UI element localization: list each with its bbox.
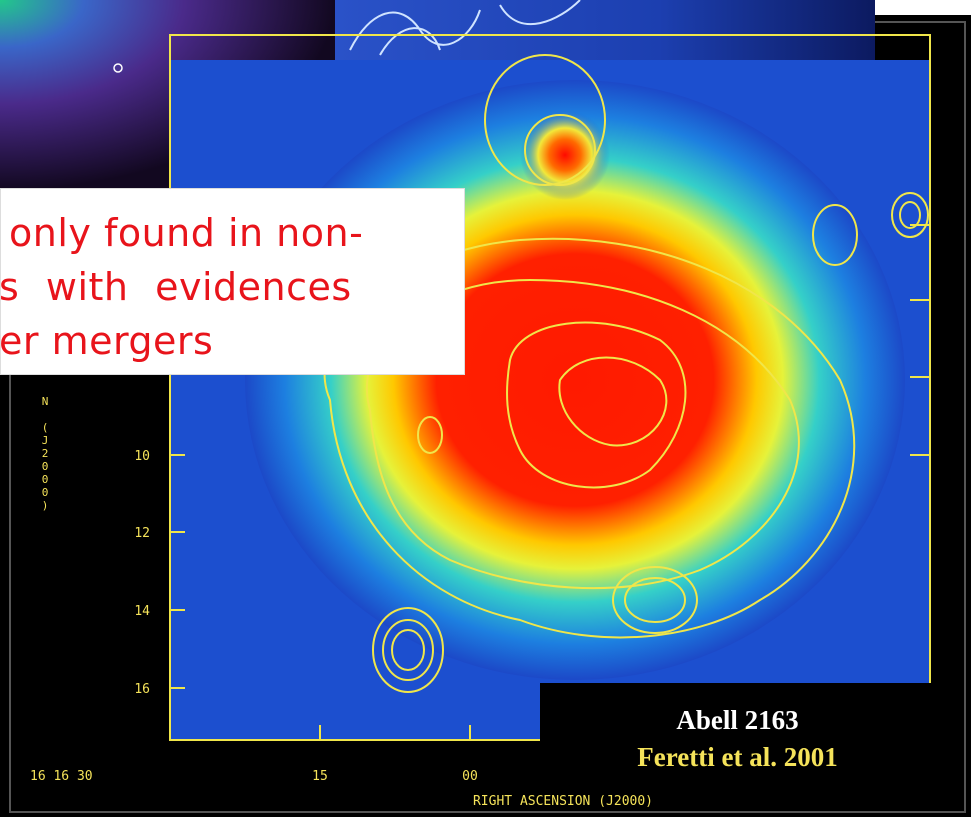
radio-contours xyxy=(323,54,929,693)
callout-line: er mergers xyxy=(0,319,214,363)
y-tick-label: 14 xyxy=(134,604,150,619)
contours xyxy=(349,0,581,56)
y-tick-label: 16 xyxy=(134,682,150,697)
y-tick-label: 12 xyxy=(134,526,150,541)
marker xyxy=(113,63,123,73)
y-tick-label: 10 xyxy=(134,449,150,464)
caption-title: Abell 2163 xyxy=(676,705,799,735)
callout-line: s with evidences xyxy=(0,265,352,309)
x-axis-label: RIGHT ASCENSION (J2000) xyxy=(473,794,653,809)
x-tick-label: 15 xyxy=(312,769,328,784)
callout-line: only found in non- xyxy=(9,211,364,255)
y-axis-label: N (J2000) xyxy=(39,395,52,512)
callout: only found in non- s with evidences er m… xyxy=(0,188,465,375)
tick-marks xyxy=(170,224,930,740)
caption: Abell 2163 Feretti et al. 2001 xyxy=(540,683,935,795)
point-source xyxy=(520,110,610,200)
x-tick-label: 16 16 30 xyxy=(30,769,93,784)
caption-reference: Feretti et al. 2001 xyxy=(637,742,838,772)
x-tick-label: 00 xyxy=(462,769,478,784)
